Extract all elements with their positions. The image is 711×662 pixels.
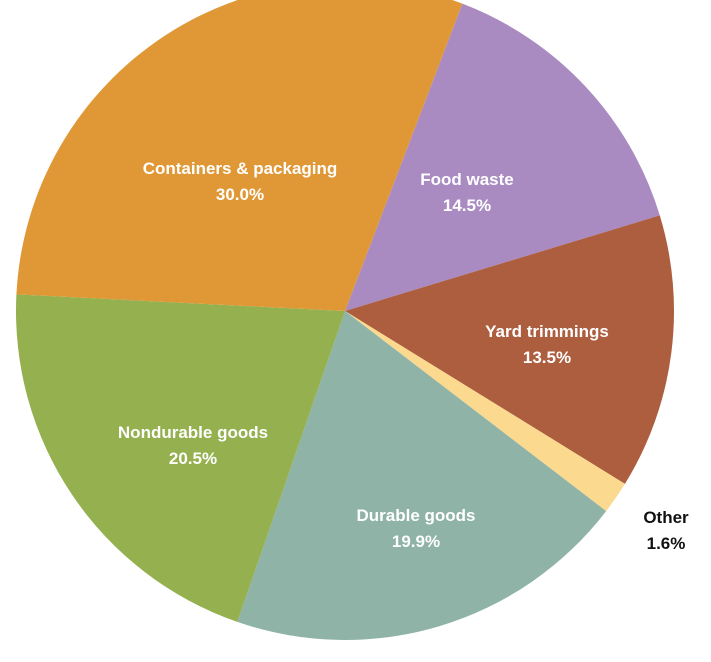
pie-slices — [15, 0, 674, 640]
slice-value-label: 13.5% — [523, 348, 571, 367]
slice-category-label: Durable goods — [356, 506, 475, 525]
slice-value-label: 30.0% — [216, 185, 264, 204]
slice-category-label: Yard trimmings — [485, 322, 609, 341]
slice-category-label: Other — [643, 508, 689, 527]
slice-label-nondurable-goods: Nondurable goods 20.5% — [118, 423, 268, 468]
pie-slice-durable-goods — [237, 311, 607, 640]
slice-category-label: Nondurable goods — [118, 423, 268, 442]
slice-label-containers-packaging: Containers & packaging 30.0% — [143, 159, 338, 204]
slice-value-label: 19.9% — [392, 532, 440, 551]
pie-slice-other — [345, 311, 625, 512]
slice-label-food-waste: Food waste 14.5% — [420, 170, 514, 215]
pie-slice-containers-packaging — [16, 0, 463, 311]
slice-label-yard-trimmings: Yard trimmings 13.5% — [485, 322, 609, 367]
pie-labels: Food waste 14.5% Yard trimmings 13.5% Other 1… — [118, 159, 689, 553]
slice-value-label: 14.5% — [443, 196, 491, 215]
pie-slice-food-waste — [345, 3, 660, 312]
slice-value-label: 20.5% — [169, 449, 217, 468]
pie-slice-yard-trimmings — [345, 215, 674, 484]
slice-category-label: Food waste — [420, 170, 514, 189]
slice-label-durable-goods: Durable goods 19.9% — [356, 506, 475, 551]
slice-value-label: 1.6% — [647, 534, 686, 553]
slice-category-label: Containers & packaging — [143, 159, 338, 178]
slice-label-other: Other 1.6% — [643, 508, 689, 553]
pie-slice-nondurable-goods — [15, 294, 346, 622]
